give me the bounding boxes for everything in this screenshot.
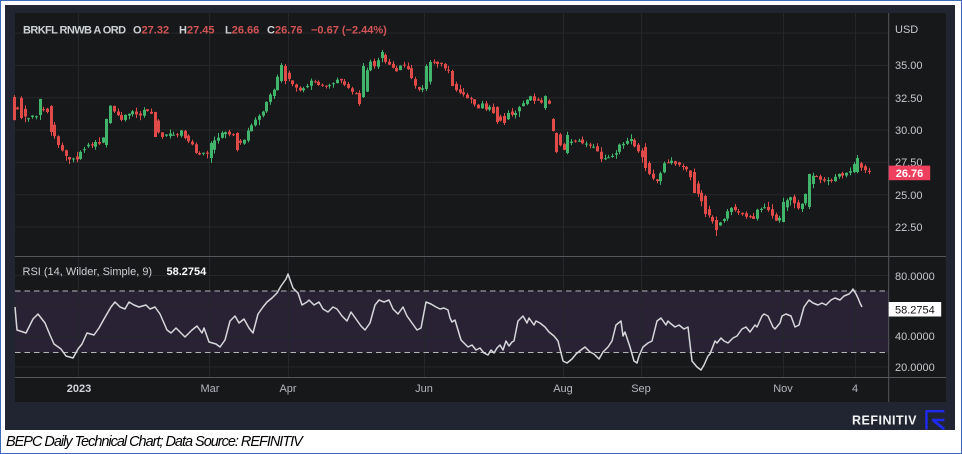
svg-text:80.0000: 80.0000 [895, 271, 935, 283]
svg-text:25.00: 25.00 [895, 190, 923, 202]
svg-text:REFINITIV: REFINITIV [852, 414, 917, 428]
svg-text:40.0000: 40.0000 [895, 331, 935, 343]
svg-text:32.50: 32.50 [895, 93, 923, 105]
svg-text:2023: 2023 [67, 383, 91, 395]
svg-text:Sep: Sep [631, 383, 651, 395]
svg-text:Jun: Jun [415, 383, 433, 395]
svg-text:Mar: Mar [201, 383, 220, 395]
svg-text:58.2754: 58.2754 [895, 305, 935, 317]
svg-text:22.50: 22.50 [895, 222, 923, 234]
svg-text:26.76: 26.76 [896, 168, 924, 180]
svg-text:35.00: 35.00 [895, 60, 923, 72]
svg-text:Nov: Nov [773, 383, 793, 395]
svg-text:20.0000: 20.0000 [895, 362, 935, 374]
svg-text:Apr: Apr [279, 383, 296, 395]
svg-text:4: 4 [852, 383, 858, 395]
svg-text:30.00: 30.00 [895, 125, 923, 137]
svg-text:Aug: Aug [553, 383, 573, 395]
svg-text:RSI (14, Wilder, Simple, 9)58.: RSI (14, Wilder, Simple, 9) 58.2754 [23, 266, 208, 278]
svg-text:USD: USD [895, 24, 918, 36]
